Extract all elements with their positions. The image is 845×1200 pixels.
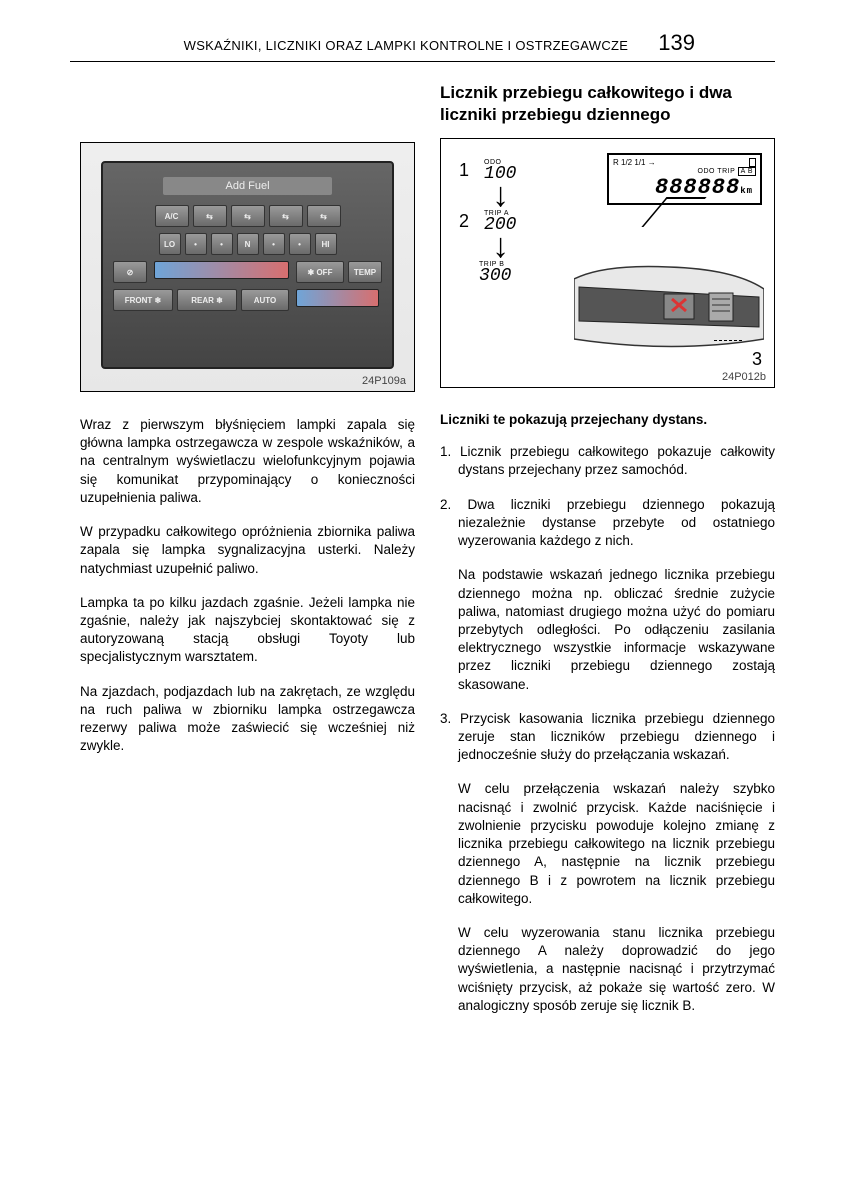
airflow-button: ⇆ xyxy=(231,205,265,227)
header-title: WSKAŹNIKI, LICZNIKI ORAZ LAMPKI KONTROLN… xyxy=(184,38,629,53)
lo-button: LO xyxy=(159,233,181,255)
list-item: 3. Przycisk kasowania licznika przebiegu… xyxy=(440,710,775,765)
temp-label: TEMP xyxy=(348,261,382,283)
fuel-gauge-row: R 1/2 1/1 → xyxy=(613,158,756,167)
list-subparagraph: W celu przełączenia wskazań należy szybk… xyxy=(440,780,775,908)
content-columns: Add Fuel A/C ⇆ ⇆ ⇆ ⇆ LO • • N • • HI xyxy=(0,62,845,1031)
paragraph: W przypadku całkowitego opróżnienia zbio… xyxy=(80,523,415,578)
odometer-sequence: 1 ODO 100 ↓ 2 TRIP A 200 ↓ xyxy=(459,159,516,284)
figure-odometer-diagram: R 1/2 1/1 → ODO TRIP A B 888888km 1 ODO xyxy=(440,138,775,388)
odo-trip-label: ODO TRIP xyxy=(698,168,736,175)
level-button: • xyxy=(185,233,207,255)
page-number: 139 xyxy=(658,30,695,56)
dash-row-3: ⊘ ✱ OFF TEMP xyxy=(113,261,382,283)
level-button: • xyxy=(289,233,311,255)
callout-dash-3 xyxy=(714,340,742,341)
left-column: Add Fuel A/C ⇆ ⇆ ⇆ ⇆ LO • • N • • HI xyxy=(80,82,415,1031)
paragraph: Na zjazdach, podjazdach lub na zakrętach… xyxy=(80,683,415,756)
dash-row-4: FRONT ❄ REAR ❄ AUTO xyxy=(113,289,382,311)
step-number xyxy=(459,262,464,283)
step-value: 300 xyxy=(479,268,511,284)
page-header: WSKAŹNIKI, LICZNIKI ORAZ LAMPKI KONTROLN… xyxy=(70,0,775,62)
recirculate-button: ⊘ xyxy=(113,261,147,283)
level-button: • xyxy=(211,233,233,255)
front-defrost-button: FRONT ❄ xyxy=(113,289,173,311)
numbered-list: 1. Licznik przebiegu całkowitego pokazuj… xyxy=(440,443,775,550)
odo-trip-label-row: ODO TRIP A B xyxy=(613,168,756,175)
dash-row-2: LO • • N • • HI xyxy=(113,233,382,255)
step-number: 2 xyxy=(459,211,469,232)
dashboard-panel: Add Fuel A/C ⇆ ⇆ ⇆ ⇆ LO • • N • • HI xyxy=(101,161,394,369)
intro-bold: Liczniki te pokazują przejechany dystans… xyxy=(440,412,775,427)
ac-button: A/C xyxy=(155,205,189,227)
rear-defrost-button: REAR ❄ xyxy=(177,289,237,311)
sequence-step-3: TRIP B 300 xyxy=(459,261,516,284)
fuel-marks: R 1/2 1/1 → xyxy=(613,158,656,167)
fan-slider xyxy=(154,261,289,279)
hi-button: HI xyxy=(315,233,337,255)
numbered-list: 3. Przycisk kasowania licznika przebiegu… xyxy=(440,710,775,765)
airflow-button: ⇆ xyxy=(269,205,303,227)
list-item: 2. Dwa liczniki przebiegu dziennego poka… xyxy=(440,496,775,551)
section-title: Licznik przebiegu całkowitego i dwa licz… xyxy=(440,82,775,126)
dashboard-message: Add Fuel xyxy=(163,177,332,195)
arrow-down-icon: ↓ xyxy=(492,235,516,259)
paragraph: Wraz z pierwszym błyśnięciem lampki zapa… xyxy=(80,416,415,507)
right-column: Licznik przebiegu całkowitego i dwa licz… xyxy=(440,82,775,1031)
figure-dashboard-screen: Add Fuel A/C ⇆ ⇆ ⇆ ⇆ LO • • N • • HI xyxy=(80,142,415,392)
list-subparagraph: W celu wyzerowania stanu licznika przebi… xyxy=(440,924,775,1015)
n-button: N xyxy=(237,233,259,255)
list-item: 1. Licznik przebiegu całkowitego pokazuj… xyxy=(440,443,775,479)
fuel-pump-icon xyxy=(749,158,756,167)
paragraph: Lampka ta po kilku jazdach zgaśnie. Jeże… xyxy=(80,594,415,667)
auto-button: AUTO xyxy=(241,289,289,311)
arrow-down-icon: ↓ xyxy=(492,184,516,208)
airflow-button: ⇆ xyxy=(193,205,227,227)
figure-code: 24P109a xyxy=(362,375,406,387)
airflow-button: ⇆ xyxy=(307,205,341,227)
list-subparagraph: Na podstawie wskazań jednego licznika pr… xyxy=(440,566,775,694)
off-button: ✱ OFF xyxy=(296,261,344,283)
level-button: • xyxy=(263,233,285,255)
temp-slider xyxy=(296,289,379,307)
step-number: 1 xyxy=(459,160,469,181)
callout-label-3: 3 xyxy=(752,349,762,370)
dash-row-1: A/C ⇆ ⇆ ⇆ ⇆ xyxy=(113,205,382,227)
figure-code: 24P012b xyxy=(722,371,766,383)
